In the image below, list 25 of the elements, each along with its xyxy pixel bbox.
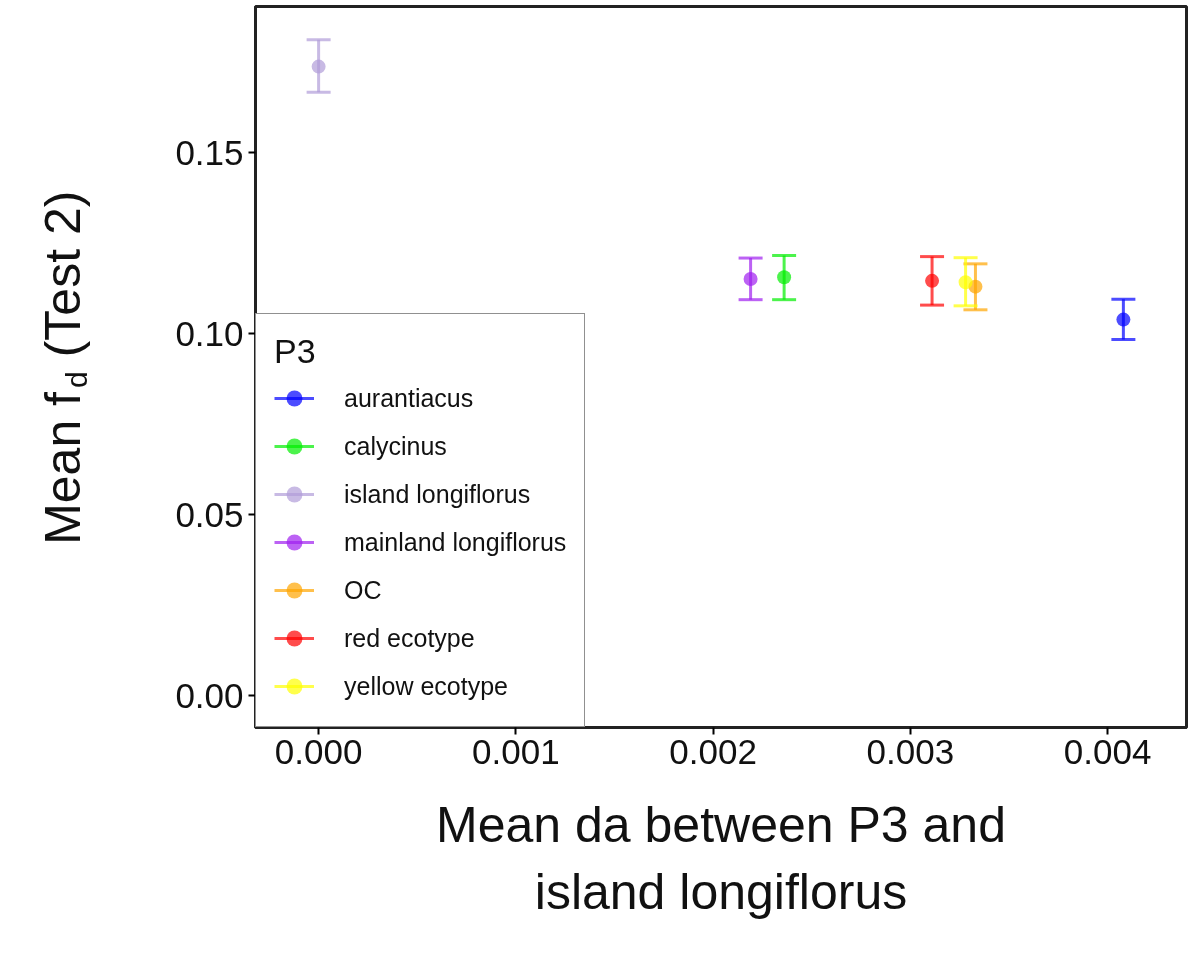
x-tick-label: 0.000 <box>274 731 363 771</box>
point <box>311 59 326 74</box>
point <box>1116 312 1131 327</box>
x-tick-label: 0.003 <box>866 731 955 771</box>
legend-label: mainland longiflorus <box>344 526 567 558</box>
legend-label: yellow ecotype <box>344 670 508 702</box>
x-tick-label: 0.002 <box>669 731 757 771</box>
legend-label: calycinus <box>344 430 447 462</box>
point <box>777 270 792 285</box>
x-axis-title: Mean da between P3 and island longiflorus <box>436 796 1006 920</box>
point <box>958 275 973 290</box>
y-tick-label: 0.05 <box>175 494 244 534</box>
legend-title: P3 <box>274 332 317 371</box>
y-tick-label: 0.10 <box>175 313 244 353</box>
legend-label: island longiflorus <box>344 478 531 510</box>
point <box>925 273 940 288</box>
legend-label: red ecotype <box>344 622 475 654</box>
legend-label: OC <box>344 574 382 606</box>
y-tick-label: 0.00 <box>175 675 244 715</box>
x-tick-label: 0.001 <box>472 731 560 771</box>
legend-label: aurantiacus <box>344 382 474 414</box>
x-tick-label: 0.004 <box>1063 731 1152 771</box>
y-axis-title: Mean fd (Test 2) <box>34 190 93 545</box>
y-tick-label: 0.15 <box>175 132 244 172</box>
point <box>743 272 758 287</box>
